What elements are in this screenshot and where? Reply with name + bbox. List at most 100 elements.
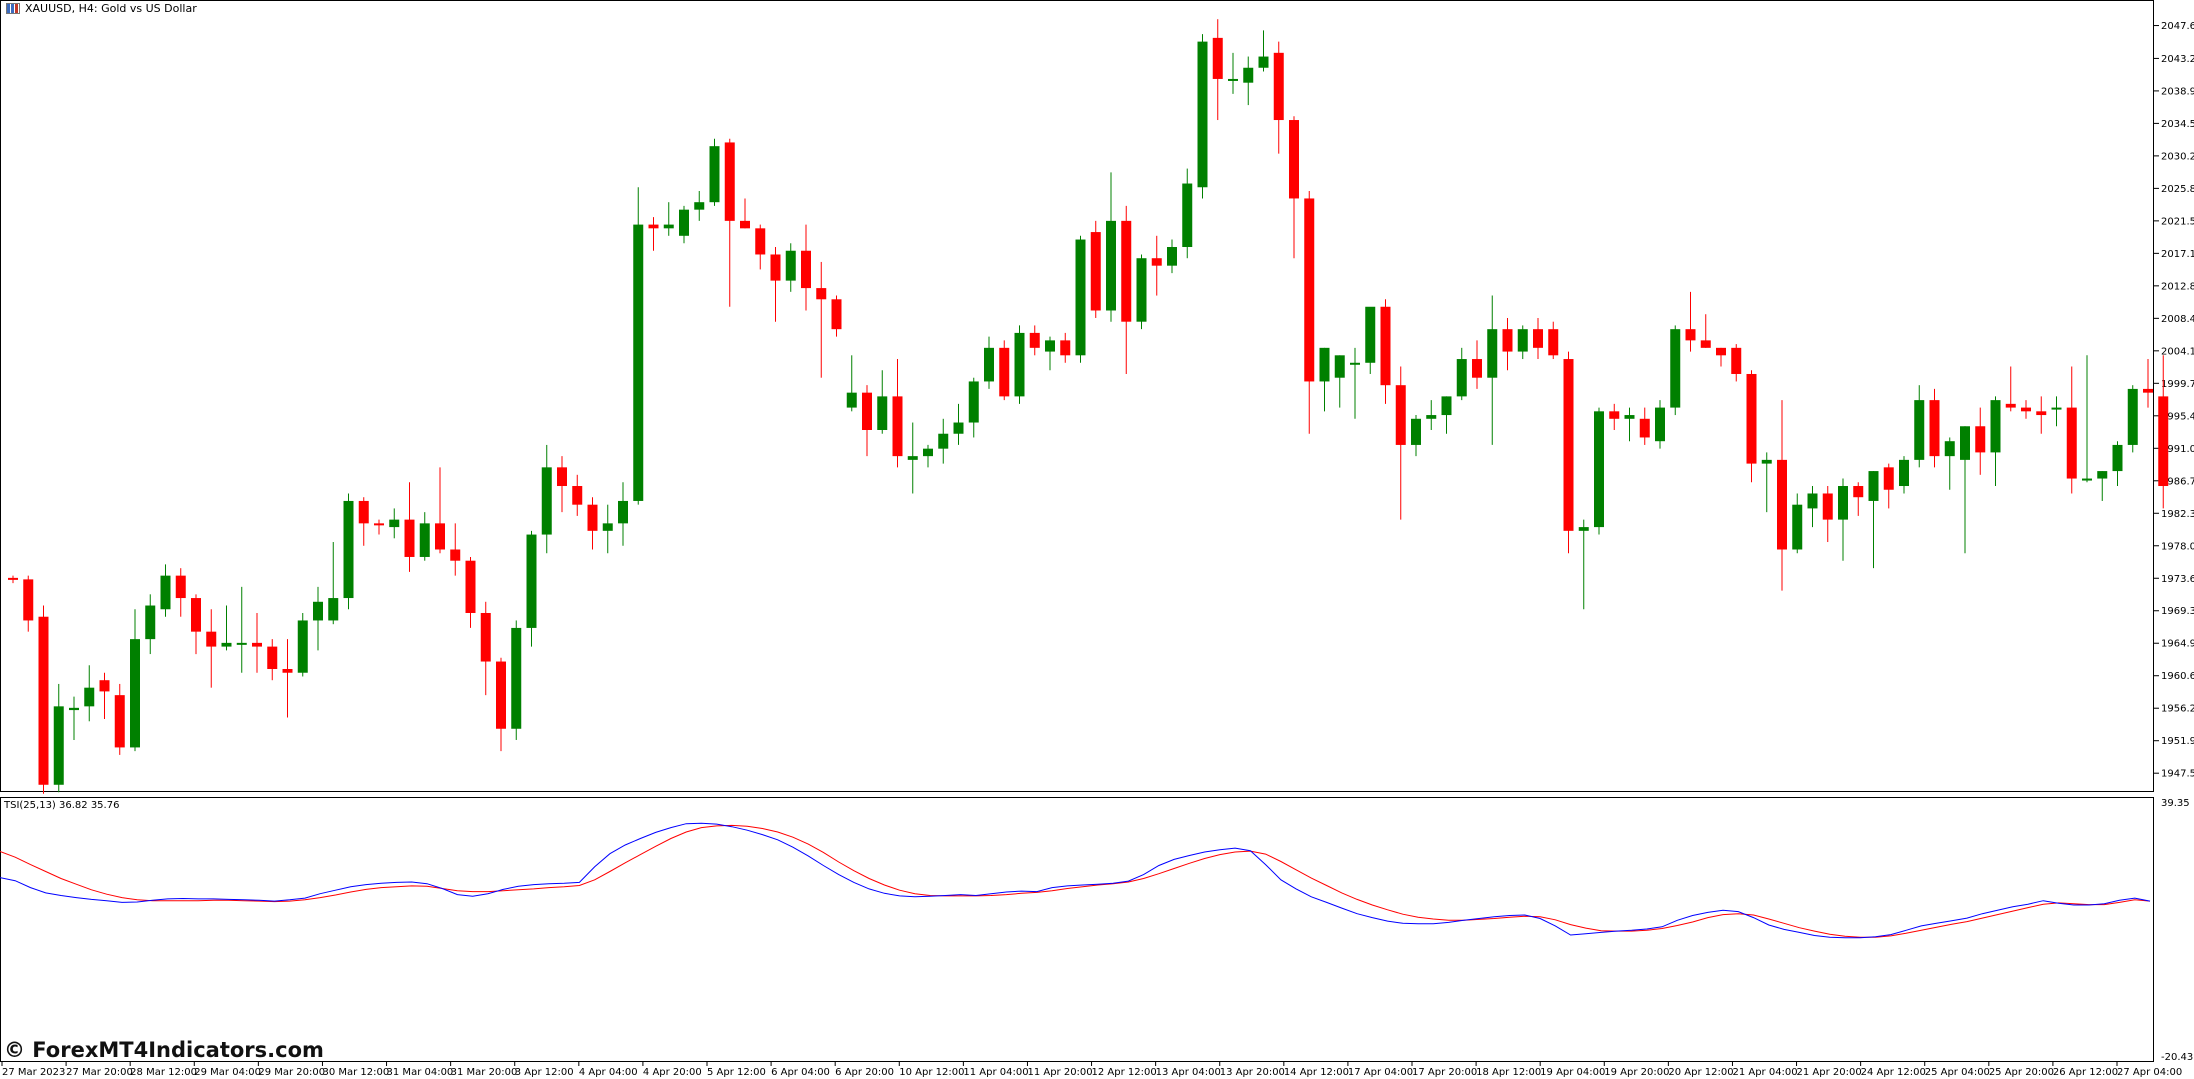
bull-candle[interactable] — [2112, 444, 2123, 472]
bear-candle[interactable] — [374, 523, 384, 526]
bear-candle[interactable] — [816, 288, 827, 300]
bull-candle[interactable] — [541, 467, 552, 535]
bull-candle[interactable] — [1517, 329, 1528, 352]
bull-candle[interactable] — [1197, 41, 1208, 188]
bull-candle[interactable] — [1075, 239, 1086, 356]
bull-candle[interactable] — [1258, 56, 1269, 68]
bull-candle[interactable] — [1350, 362, 1360, 365]
bull-candle[interactable] — [1960, 426, 1970, 460]
bear-candle[interactable] — [1121, 220, 1132, 322]
bear-candle[interactable] — [450, 549, 461, 561]
bull-candle[interactable] — [1578, 527, 1589, 531]
bull-candle[interactable] — [709, 146, 720, 203]
bear-candle[interactable] — [1212, 37, 1223, 79]
bull-candle[interactable] — [2097, 471, 2108, 479]
bull-candle[interactable] — [221, 642, 232, 647]
bear-candle[interactable] — [1380, 306, 1391, 386]
bull-candle[interactable] — [297, 620, 308, 673]
bear-candle[interactable] — [480, 612, 491, 662]
bull-candle[interactable] — [145, 605, 156, 640]
bear-candle[interactable] — [2158, 396, 2169, 487]
bear-candle[interactable] — [801, 250, 811, 289]
bull-candle[interactable] — [663, 224, 674, 229]
bull-candle[interactable] — [526, 534, 537, 628]
bear-candle[interactable] — [1060, 340, 1071, 356]
bear-candle[interactable] — [496, 661, 506, 729]
bull-candle[interactable] — [602, 523, 613, 531]
bull-candle[interactable] — [69, 707, 79, 711]
bull-candle[interactable] — [1838, 486, 1848, 520]
bull-candle[interactable] — [633, 224, 644, 501]
bear-candle[interactable] — [23, 579, 34, 621]
bear-candle[interactable] — [206, 631, 217, 647]
bear-candle[interactable] — [465, 560, 476, 613]
bull-candle[interactable] — [1914, 400, 1925, 460]
bull-candle[interactable] — [511, 627, 522, 729]
bear-candle[interactable] — [1883, 467, 1894, 490]
bear-candle[interactable] — [1502, 329, 1513, 352]
bear-candle[interactable] — [1685, 329, 1696, 341]
bull-candle[interactable] — [1944, 441, 1955, 457]
bear-candle[interactable] — [191, 598, 201, 632]
bull-candle[interactable] — [1014, 332, 1025, 397]
bull-candle[interactable] — [1761, 459, 1772, 464]
bull-candle[interactable] — [1228, 78, 1238, 81]
bull-candle[interactable] — [785, 250, 796, 281]
bear-candle[interactable] — [1929, 400, 1940, 457]
bear-candle[interactable] — [1822, 493, 1833, 520]
bull-candle[interactable] — [1182, 183, 1193, 248]
bear-candle[interactable] — [404, 519, 415, 557]
bull-candle[interactable] — [694, 202, 705, 210]
bear-candle[interactable] — [8, 577, 18, 580]
bear-candle[interactable] — [1289, 120, 1299, 199]
bull-candle[interactable] — [923, 448, 933, 457]
bull-candle[interactable] — [1792, 504, 1803, 550]
bull-candle[interactable] — [1807, 493, 1818, 509]
bear-candle[interactable] — [755, 228, 766, 255]
bull-candle[interactable] — [1045, 340, 1055, 352]
bull-candle[interactable] — [1670, 329, 1681, 408]
bear-candle[interactable] — [1853, 486, 1864, 498]
bull-candle[interactable] — [236, 642, 247, 645]
bull-candle[interactable] — [1136, 258, 1147, 322]
bull-candle[interactable] — [1990, 400, 2001, 453]
bear-candle[interactable] — [1029, 332, 1040, 348]
bull-candle[interactable] — [419, 523, 430, 557]
bear-candle[interactable] — [1533, 329, 1543, 348]
bear-candle[interactable] — [1090, 232, 1101, 311]
bear-candle[interactable] — [435, 523, 445, 550]
bull-candle[interactable] — [1655, 407, 1665, 442]
bull-candle[interactable] — [1243, 67, 1254, 83]
bull-candle[interactable] — [679, 209, 689, 236]
bull-candle[interactable] — [2127, 388, 2138, 445]
bull-candle[interactable] — [343, 500, 354, 599]
bear-candle[interactable] — [2021, 407, 2031, 412]
bear-candle[interactable] — [1548, 329, 1559, 356]
bear-candle[interactable] — [770, 254, 781, 281]
bear-candle[interactable] — [1777, 459, 1787, 550]
bear-candle[interactable] — [862, 392, 872, 430]
bull-candle[interactable] — [328, 598, 339, 621]
indicator-window-frame[interactable] — [0, 797, 2154, 1062]
bear-candle[interactable] — [1395, 385, 1406, 445]
bear-candle[interactable] — [1700, 340, 1711, 348]
bear-candle[interactable] — [1609, 411, 1620, 419]
bull-candle[interactable] — [1868, 471, 1879, 501]
bull-candle[interactable] — [53, 706, 64, 785]
bear-candle[interactable] — [1716, 347, 1726, 356]
bull-candle[interactable] — [1411, 418, 1421, 445]
bull-candle[interactable] — [1899, 459, 1909, 487]
bull-candle[interactable] — [877, 396, 888, 430]
bear-candle[interactable] — [99, 680, 110, 692]
bear-candle[interactable] — [1304, 198, 1315, 382]
bull-candle[interactable] — [2051, 407, 2062, 410]
bull-candle[interactable] — [2082, 478, 2092, 481]
bull-candle[interactable] — [1624, 415, 1635, 419]
bull-candle[interactable] — [1426, 415, 1437, 419]
bear-candle[interactable] — [282, 669, 293, 673]
bear-candle[interactable] — [1746, 373, 1757, 464]
bull-candle[interactable] — [1441, 396, 1452, 416]
bear-candle[interactable] — [557, 467, 567, 487]
bull-candle[interactable] — [84, 687, 95, 707]
